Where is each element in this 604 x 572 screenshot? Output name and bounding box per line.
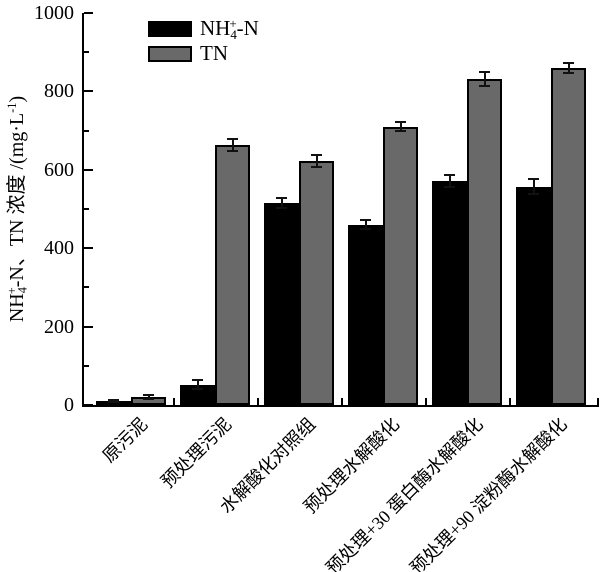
y-tick-label: 600 (44, 158, 74, 181)
error-bar-cap (108, 398, 119, 401)
error-bar-cap (192, 378, 203, 381)
category-label-5: 预处理+90 淀粉酶水解酸化 (406, 414, 572, 572)
error-bar (483, 71, 486, 86)
error-bar-cap (108, 401, 119, 404)
y-major-tick (84, 325, 93, 328)
y-major-tick (84, 90, 93, 93)
error-bar-cap (276, 207, 287, 210)
y-major-tick (84, 168, 93, 171)
error-bar-cap (528, 177, 539, 180)
y-minor-tick (84, 364, 89, 367)
error-bar-cap (528, 193, 539, 196)
error-bar (532, 178, 535, 195)
error-bar-cap (143, 394, 154, 397)
y-tick-label: 400 (44, 237, 74, 260)
x-boundary-tick (173, 398, 175, 405)
error-bar-cap (563, 61, 574, 64)
y-major-tick (84, 247, 93, 250)
error-bar-cap (563, 71, 574, 74)
error-bar-cap (311, 166, 322, 169)
error-bar (147, 395, 150, 400)
bar-tn-4 (467, 78, 502, 405)
y-minor-tick (84, 129, 89, 132)
error-bar-cap (395, 130, 406, 133)
error-bar-cap (395, 120, 406, 123)
x-boundary-tick (425, 398, 427, 405)
error-bar-cap (227, 138, 238, 141)
y-major-tick (84, 12, 93, 14)
category-label-4: 预处理+30 蛋白酶水解酸化 (322, 414, 488, 572)
y-minor-tick (84, 208, 89, 210)
error-bar (112, 399, 115, 403)
bar-tn-1 (215, 145, 250, 405)
error-bar-cap (192, 388, 203, 391)
bar-nh4n-4 (432, 180, 467, 405)
plot-area: NH4+-N TN (82, 12, 599, 407)
y-minor-tick (84, 286, 89, 289)
category-label-1: 预处理污泥 (157, 414, 236, 492)
x-end-tick (597, 398, 599, 405)
error-bar-cap (360, 218, 371, 221)
legend-item-tn: TN (148, 41, 259, 66)
error-bar-cap (276, 197, 287, 200)
legend-swatch-tn (148, 45, 192, 62)
error-bar (196, 379, 199, 390)
error-bar-cap (360, 228, 371, 231)
error-bar (567, 62, 570, 73)
legend-label-nh4n: NH4+-N (200, 15, 259, 42)
bar-tn-2 (299, 161, 334, 405)
y-axis-title: NH4+-N、TN 浓度 /(mg·L-1) (5, 95, 30, 323)
y-major-tick (84, 404, 93, 406)
error-bar (364, 219, 367, 230)
error-bar (280, 198, 283, 209)
legend: NH4+-N TN (148, 16, 259, 66)
legend-label-tn: TN (200, 41, 228, 65)
error-bar-cap (479, 84, 490, 87)
y-tick-label: 200 (44, 315, 74, 338)
legend-item-nh4n: NH4+-N (148, 16, 259, 41)
x-boundary-tick (341, 398, 343, 405)
x-boundary-tick (257, 398, 259, 405)
bar-nh4n-5 (516, 186, 551, 405)
bar-nh4n-2 (264, 203, 299, 405)
bar-nh4n-3 (348, 224, 383, 405)
y-tick-label: 800 (44, 80, 74, 103)
category-label-0: 原污泥 (98, 414, 152, 467)
y-tick-label: 1000 (34, 2, 74, 24)
error-bar (315, 155, 318, 168)
y-minor-tick (84, 51, 89, 54)
error-bar-cap (311, 154, 322, 157)
bar-tn-3 (383, 126, 418, 405)
error-bar-cap (479, 70, 490, 73)
error-bar (399, 121, 402, 132)
error-bar-cap (227, 149, 238, 152)
error-bar (448, 174, 451, 187)
y-tick-label: 0 (64, 394, 74, 416)
bar-tn-5 (551, 67, 586, 405)
error-bar-cap (444, 173, 455, 176)
error-bar-cap (143, 398, 154, 401)
error-bar-cap (444, 185, 455, 188)
legend-swatch-nh4n (148, 20, 192, 37)
x-boundary-tick (509, 398, 511, 405)
error-bar (231, 139, 234, 151)
